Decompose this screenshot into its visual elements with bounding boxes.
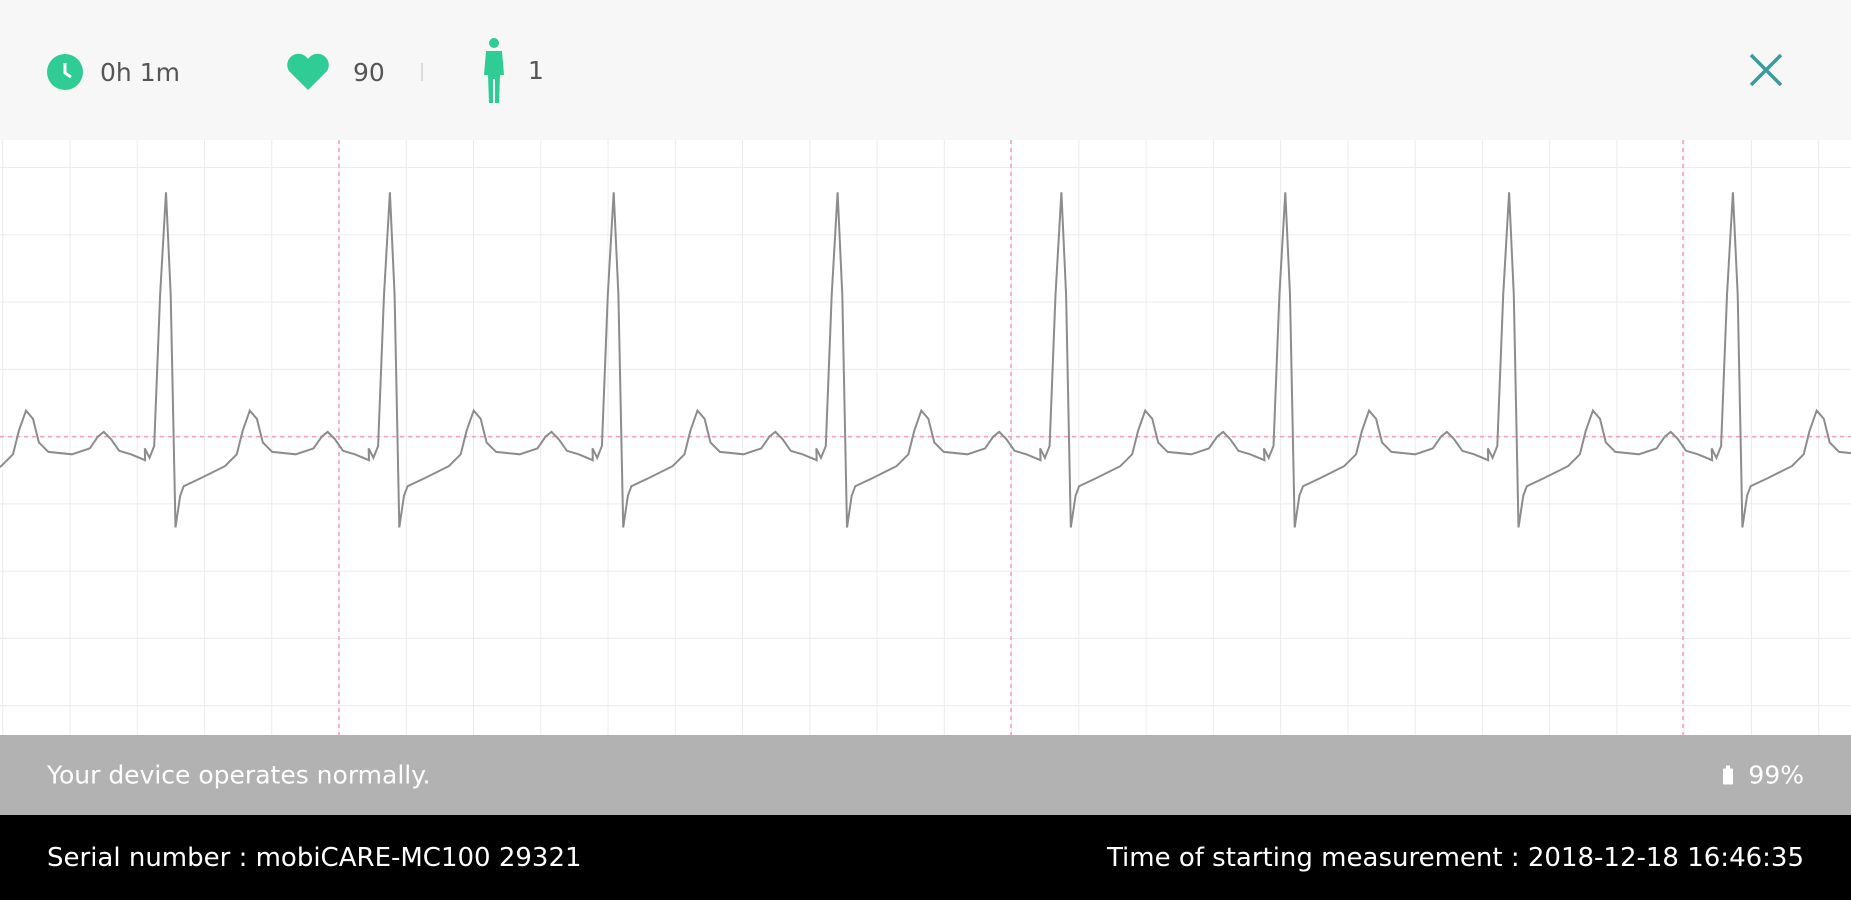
close-button[interactable]	[1748, 52, 1784, 88]
status-bar: Your device operates normally. 99%	[0, 735, 1851, 815]
serial-number: Serial number : mobiCARE-MC100 29321	[47, 842, 582, 873]
person: 1	[482, 36, 544, 104]
heart-rate: 90	[285, 52, 423, 92]
clock-icon	[47, 54, 83, 90]
duration-text: 0h 1m	[100, 57, 180, 87]
start-time: Time of starting measurement : 2018-12-1…	[1106, 842, 1804, 873]
heart-rate-text: 90	[353, 57, 385, 87]
divider	[420, 63, 423, 81]
footer: Serial number : mobiCARE-MC100 29321 Tim…	[0, 815, 1851, 900]
duration: 0h 1m	[46, 52, 180, 92]
battery-text: 99%	[1748, 760, 1804, 790]
battery: 99%	[1722, 761, 1804, 790]
header: 0h 1m 90 1	[0, 0, 1851, 140]
person-icon	[484, 38, 504, 103]
ecg-waveform	[0, 192, 1851, 528]
status-message: Your device operates normally.	[47, 760, 431, 790]
heart-icon	[287, 53, 329, 90]
ecg-chart	[0, 140, 1851, 735]
person-count-text: 1	[528, 55, 544, 85]
battery-icon	[1723, 765, 1734, 784]
